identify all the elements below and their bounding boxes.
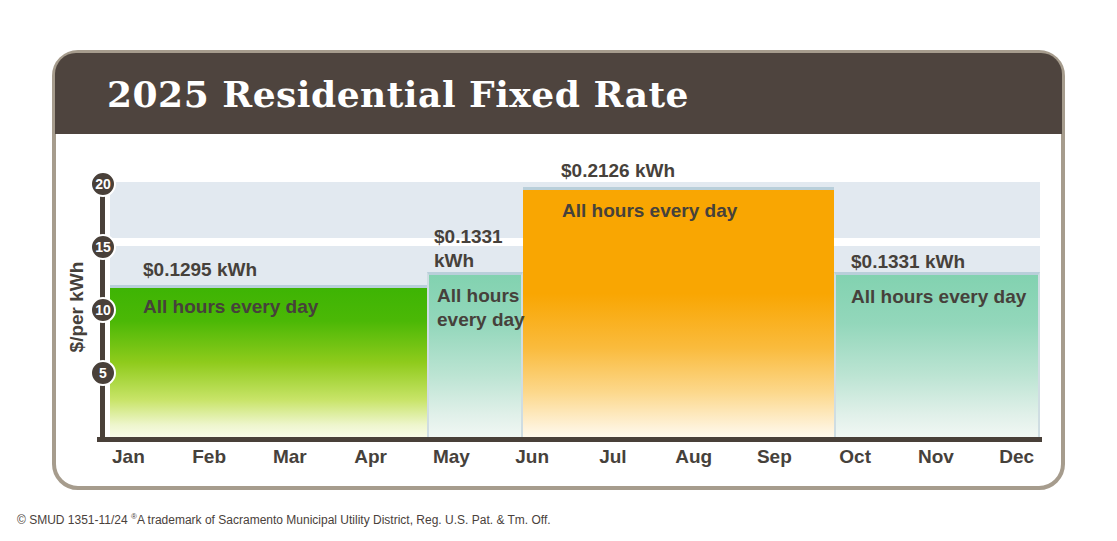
month-label-sep: Sep (734, 446, 815, 468)
month-label-mar: Mar (250, 446, 331, 468)
x-axis-month-labels: Jan Feb Mar Apr May Jun Jul Aug Sep Oct … (88, 446, 1057, 468)
month-label-dec: Dec (976, 446, 1057, 468)
y-axis-title: $/per kWh (66, 262, 88, 353)
footer-trademark: A trademark of Sacramento Municipal Util… (137, 513, 551, 527)
month-label-jul: Jul (573, 446, 654, 468)
month-label-aug: Aug (653, 446, 734, 468)
footer-copyright: © SMUD 1351-11/24 (17, 513, 128, 527)
rate-label-may: $0.1331 kWh (434, 225, 530, 273)
month-label-jan: Jan (88, 446, 169, 468)
month-label-apr: Apr (330, 446, 411, 468)
hours-label-jan-apr: All hours every day (143, 295, 318, 319)
rate-label-oct-dec: $0.1331 kWh (851, 250, 965, 274)
hours-label-oct-dec: All hours every day (851, 285, 1026, 309)
hours-label-jun-sep: All hours every day (562, 199, 737, 223)
card-header: 2025 Residential Fixed Rate (55, 53, 1062, 134)
month-label-may: May (411, 446, 492, 468)
month-label-feb: Feb (169, 446, 250, 468)
month-label-jun: Jun (492, 446, 573, 468)
x-axis-line (97, 437, 1042, 442)
page-title: 2025 Residential Fixed Rate (107, 73, 689, 115)
rate-label-jun-sep: $0.2126 kWh (561, 159, 675, 183)
rate-label-jan-apr: $0.1295 kWh (143, 258, 257, 282)
month-label-nov: Nov (896, 446, 977, 468)
month-label-oct: Oct (815, 446, 896, 468)
hours-label-may: All hours every day (437, 284, 533, 332)
y-tick-10: 10 (90, 297, 116, 323)
y-tick-20: 20 (90, 171, 116, 197)
y-tick-15: 15 (90, 234, 116, 260)
footer-legal-text: © SMUD 1351-11/24 ®A trademark of Sacram… (17, 512, 551, 527)
bar-jun-sep (523, 187, 834, 437)
y-tick-5: 5 (90, 360, 116, 386)
